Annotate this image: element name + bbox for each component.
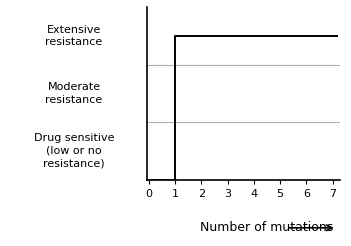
Text: Drug sensitive
(low or no
resistance): Drug sensitive (low or no resistance) — [34, 133, 114, 168]
Text: Extensive
resistance: Extensive resistance — [45, 25, 103, 47]
Text: Moderate
resistance: Moderate resistance — [45, 82, 103, 105]
Text: Number of mutations: Number of mutations — [200, 221, 334, 234]
